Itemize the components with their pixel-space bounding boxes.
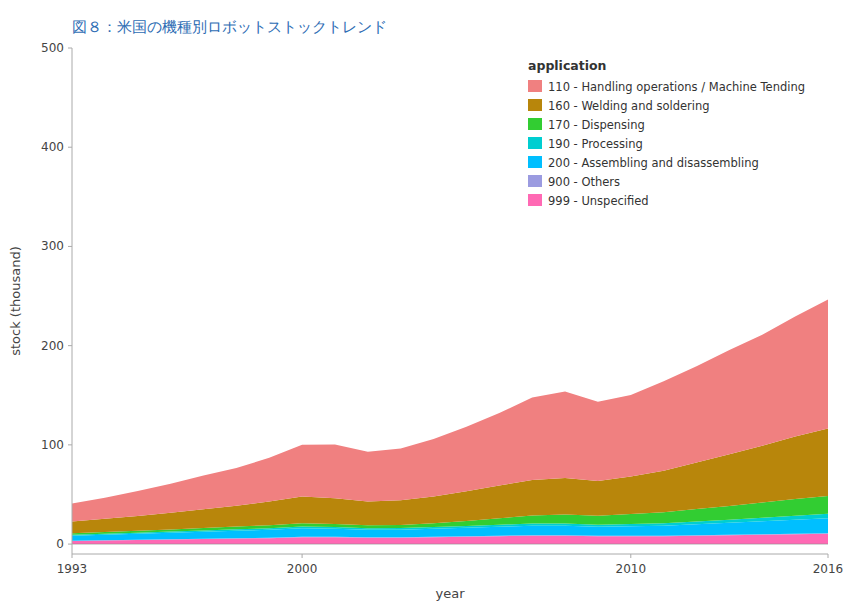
y-tick [68, 444, 72, 445]
y-tick [68, 246, 72, 247]
x-axis-label: year [435, 586, 465, 601]
legend-swatch [528, 175, 542, 187]
legend-swatch [528, 137, 542, 149]
chart: 0 100 200 300 400 500 1993 2000 2010 2016 year stoc… [0, 0, 852, 612]
legend-swatch [528, 156, 542, 168]
y-axis-label: stock (thousand) [8, 246, 23, 356]
x-tick [72, 554, 73, 558]
legend-swatch [528, 99, 542, 111]
legend-swatch [528, 194, 542, 206]
legend-label: 170 - Dispensing [548, 118, 645, 132]
y-tick [68, 544, 72, 545]
x-axis-line [72, 554, 828, 555]
legend-title: application [528, 58, 607, 73]
y-axis-line [72, 48, 73, 554]
legend-label: 900 - Others [548, 175, 620, 189]
legend-label: 110 - Handling operations / Machine Tend… [548, 80, 805, 94]
legend-label: 160 - Welding and soldering [548, 99, 710, 113]
y-tick-label: 100 [41, 438, 64, 452]
y-tick [68, 345, 72, 346]
areas [72, 300, 828, 545]
x-tick-label: 2016 [813, 562, 844, 576]
y-tick-label: 400 [41, 140, 64, 154]
y-tick-label: 500 [41, 41, 64, 55]
y-tick-label: 200 [41, 339, 64, 353]
x-tick-label: 1993 [57, 562, 88, 576]
y-tick-label: 300 [41, 239, 64, 253]
y-tick [68, 48, 72, 49]
x-tick-label: 2000 [287, 562, 318, 576]
y-tick [68, 147, 72, 148]
legend-label: 999 - Unspecified [548, 194, 649, 208]
legend-label: 190 - Processing [548, 137, 643, 151]
area-series [72, 300, 828, 522]
y-tick-label: 0 [56, 537, 64, 551]
zero-line [72, 544, 828, 545]
title: 図８：米国の機種別ロボットストックトレンド [72, 18, 387, 36]
x-tick-label: 2010 [616, 562, 647, 576]
legend-swatch [528, 118, 542, 130]
x-tick [828, 554, 829, 558]
x-tick [302, 554, 303, 558]
legend: application 110 - Handling operations / M… [528, 58, 805, 208]
x-tick [630, 554, 631, 558]
legend-label: 200 - Assembling and disassembling [548, 156, 759, 170]
legend-swatch [528, 80, 542, 92]
